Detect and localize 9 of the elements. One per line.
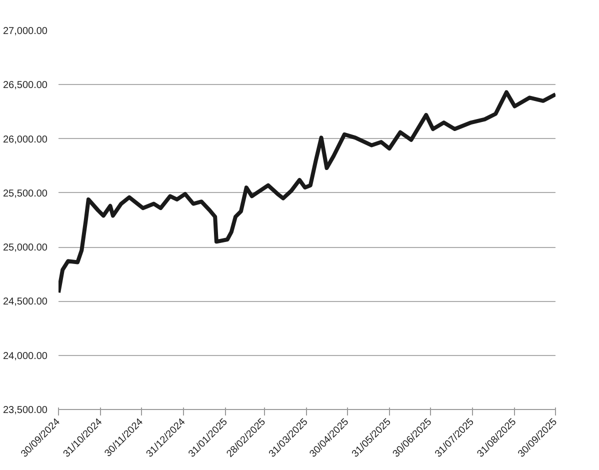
y-tick-label: 27,000.00 <box>3 26 48 37</box>
line-series <box>58 90 556 295</box>
y-tick-label: 26,500.00 <box>3 80 48 92</box>
y-tick-label: 26,000.00 <box>3 134 48 146</box>
y-tick-label: 24,000.00 <box>3 350 48 362</box>
y-tick-label: 25,500.00 <box>3 188 48 200</box>
y-tick-label: 23,500.00 <box>3 405 48 416</box>
y-tick-label: 25,000.00 <box>3 242 48 254</box>
y-tick-label: 24,500.00 <box>3 296 48 308</box>
